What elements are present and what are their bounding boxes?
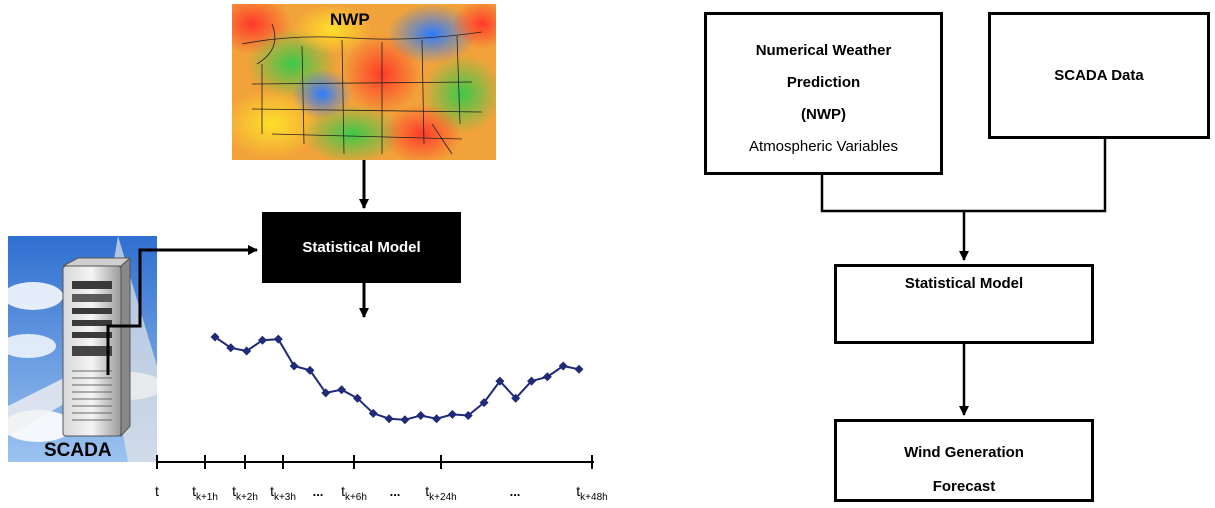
forecast-point (447, 409, 457, 419)
forecast-point (368, 408, 378, 418)
forecast-point (432, 414, 442, 424)
wind-box-line2: Forecast (932, 478, 996, 495)
forecast-point (527, 376, 537, 386)
forecast-point (416, 410, 426, 420)
statistical-model-box: Statistical Model (262, 212, 461, 283)
forecast-point (242, 346, 252, 356)
axis-tick-label: tk+24h (425, 483, 456, 503)
nwp-box-connector (820, 175, 964, 213)
axis-tick-label: ... (390, 484, 401, 499)
nwp-box-line4: Atmospheric Variables (749, 138, 898, 155)
nwp-box-line2: Prediction (786, 74, 861, 91)
forecast-point (463, 410, 473, 420)
statistical-model-label: Statistical Model (302, 239, 421, 256)
forecast-point (257, 335, 267, 345)
forecast-point (511, 393, 521, 403)
forecast-point (574, 364, 584, 374)
nwp-box-line1: Numerical Weather (755, 42, 892, 59)
forecast-point (273, 334, 283, 344)
scada-label: SCADA (44, 440, 112, 461)
forecast-point (337, 385, 347, 395)
forecast-point (210, 332, 220, 342)
axis-tick-label: tk+2h (232, 483, 258, 503)
axis-tick-label: ... (313, 484, 324, 499)
forecast-point (352, 393, 362, 403)
forecast-point (400, 415, 410, 425)
wind-generation-forecast-box: Wind Generation Forecast (834, 419, 1094, 502)
axis-tick-label: tk+6h (341, 483, 367, 503)
forecast-point (384, 414, 394, 424)
forecast-point (289, 361, 299, 371)
axis-tick-label: tk+3h (270, 483, 296, 503)
wind-box-line1: Wind Generation (904, 444, 1024, 461)
scada-box-connector (964, 139, 1107, 213)
forecast-point (542, 372, 552, 382)
axis-tick-label: tk+48h (576, 483, 607, 503)
nwp-box-line3: (NWP) (801, 106, 846, 123)
forecast-point (226, 343, 236, 353)
forecast-point (305, 365, 315, 375)
axis-tick-label: t (155, 483, 159, 499)
scada-server-image (8, 236, 157, 462)
scada-data-label: SCADA Data (1054, 67, 1144, 84)
forecast-point (495, 376, 505, 386)
forecast-line (214, 336, 580, 421)
nwp-input-box: Numerical Weather Prediction (NWP) Atmos… (704, 12, 943, 175)
statistical-model-flow-label: Statistical Model (904, 275, 1024, 292)
scada-to-model-arrow (106, 245, 258, 375)
statistical-model-flow-box: Statistical Model (834, 264, 1094, 344)
forecast-point (321, 388, 331, 398)
nwp-weather-map-image (232, 4, 496, 160)
forecast-point (479, 398, 489, 408)
scada-data-box: SCADA Data (988, 12, 1210, 139)
nwp-map-label: NWP (330, 10, 370, 29)
forecast-point (558, 361, 568, 371)
axis-tick-label: ... (510, 484, 521, 499)
axis-tick-label: tk+1h (192, 483, 218, 503)
